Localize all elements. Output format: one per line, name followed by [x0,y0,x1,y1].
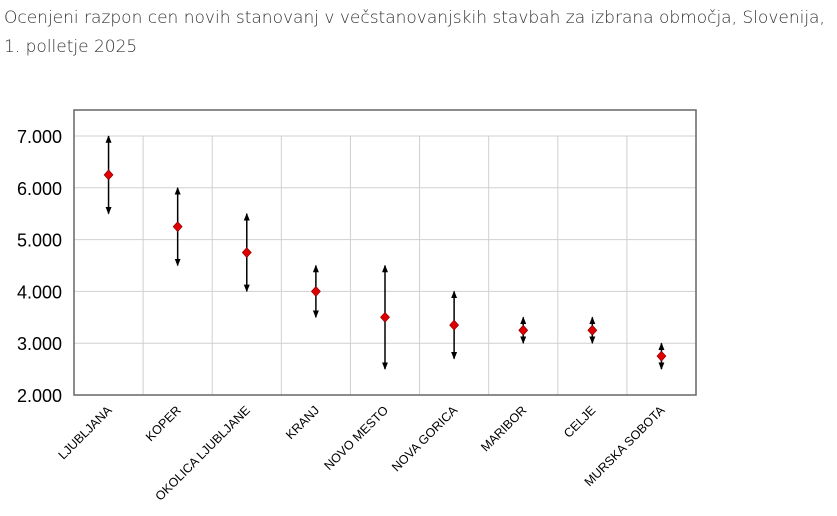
y-tick-label: 6.000 [17,179,62,199]
x-tick-label: KRANJ [283,403,322,442]
mid-marker [449,319,460,331]
mid-marker [310,285,321,297]
y-tick-label: 7.000 [17,127,62,147]
plot-border [73,109,697,396]
x-tick-label: NOVA GORICA [389,403,461,475]
y-tick-label: 5.000 [17,231,62,251]
x-tick-label: CELJE [561,403,598,440]
mid-marker [380,311,390,323]
mid-marker [518,324,529,336]
y-tick-label: 2.000 [17,386,62,406]
mid-marker [587,324,598,336]
mid-marker [103,169,114,181]
x-tick-label: MARIBOR [478,403,529,454]
mid-marker [656,350,667,362]
y-tick-label: 3.000 [17,334,62,354]
chart-title: Ocenjeni razpon cen novih stanovanj v ve… [4,8,825,57]
mid-marker [241,247,252,258]
y-tick-label: 4.000 [17,282,62,302]
x-tick-label: NOVO MESTO [321,403,391,473]
mid-marker [172,221,183,233]
x-tick-label: LJUBLJANA [56,403,115,462]
x-tick-label: KOPER [143,403,184,444]
